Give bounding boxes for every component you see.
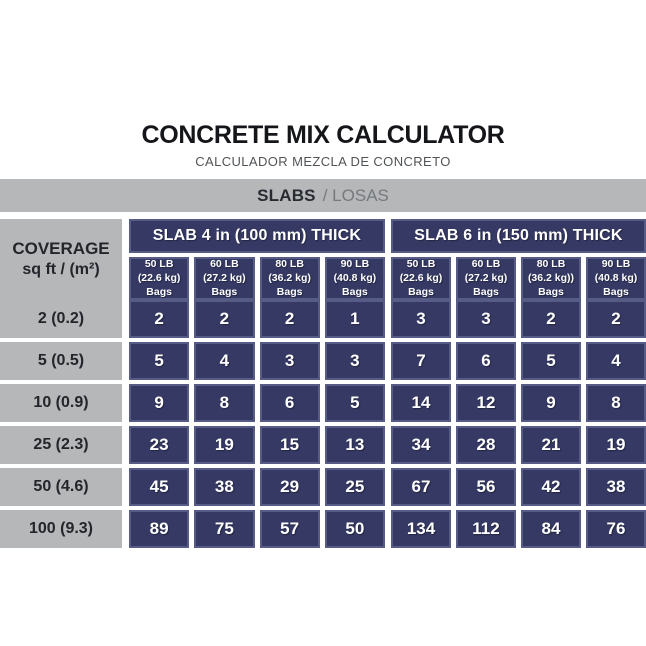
- bag-count-cell: 38: [194, 468, 255, 507]
- bag-count-cell: 75: [194, 510, 255, 549]
- bag-count-cell: 45: [129, 468, 190, 507]
- bag-count-cell: 5: [129, 342, 190, 381]
- bag-count-cell: 2: [129, 300, 190, 339]
- bag-count-cell: 3: [259, 342, 320, 381]
- bag-header-6in-80lb: 80 LB (36.2 kg)) Bags: [521, 257, 581, 301]
- bag-count-cell: 6: [259, 384, 320, 423]
- bag-count-cell: 56: [456, 468, 516, 507]
- bag-size-header-row: 50 LB (22.6 kg) Bags 60 LB (27.2 kg) Bag…: [129, 257, 646, 301]
- bag-count-cell: 14: [391, 384, 451, 423]
- coverage-cell: 5 (0.5): [0, 342, 122, 381]
- coverage-header-line1: COVERAGE: [12, 239, 110, 259]
- bag-header-4in-80lb: 80 LB (36.2 kg) Bags: [259, 257, 320, 301]
- bag-count-cell: 5: [324, 384, 385, 423]
- table-row: 25 (2.3) 23 19 15 13 34 28 21 19: [0, 426, 646, 465]
- coverage-column-header: COVERAGE sq ft / (m²): [0, 219, 122, 301]
- bag-count-cell: 12: [456, 384, 516, 423]
- bag-count-cell: 89: [129, 510, 190, 549]
- bag-count-cell: 38: [586, 468, 646, 507]
- bag-count-cell: 67: [391, 468, 451, 507]
- bag-count-cell: 4: [194, 342, 255, 381]
- bag-count-cell: 6: [456, 342, 516, 381]
- bag-count-cell: 42: [521, 468, 581, 507]
- table-header-right: SLAB 4 in (100 mm) THICK SLAB 6 in (150 …: [129, 219, 646, 301]
- group-header-slab-4in: SLAB 4 in (100 mm) THICK: [129, 219, 385, 254]
- table-row: 2 (0.2) 2 2 2 1 3 3 2 2: [0, 300, 646, 339]
- bag-count-cell: 9: [521, 384, 581, 423]
- bag-header-4in-90lb: 90 LB (40.8 kg) Bags: [324, 257, 385, 301]
- bag-header-6in-90lb: 90 LB (40.8 kg) Bags: [586, 257, 646, 301]
- table-row: 100 (9.3) 89 75 57 50 134 112 84 76: [0, 510, 646, 549]
- bag-count-cell: 84: [521, 510, 581, 549]
- bag-count-cell: 19: [586, 426, 646, 465]
- bag-count-cell: 23: [129, 426, 190, 465]
- bag-count-cell: 5: [521, 342, 581, 381]
- bag-count-cell: 112: [456, 510, 516, 549]
- page-subtitle: CALCULADOR MEZCLA DE CONCRETO: [195, 154, 451, 170]
- bag-count-cell: 2: [586, 300, 646, 339]
- coverage-cell: 50 (4.6): [0, 468, 122, 507]
- bag-count-cell: 134: [391, 510, 451, 549]
- bag-count-cell: 2: [259, 300, 320, 339]
- bag-count-cell: 2: [194, 300, 255, 339]
- table-header: COVERAGE sq ft / (m²) SLAB 4 in (100 mm)…: [0, 219, 646, 301]
- coverage-cell: 2 (0.2): [0, 300, 122, 339]
- bag-count-cell: 25: [324, 468, 385, 507]
- bag-count-cell: 21: [521, 426, 581, 465]
- bag-count-cell: 3: [391, 300, 451, 339]
- page-title: CONCRETE MIX CALCULATOR: [141, 121, 505, 149]
- bag-count-cell: 8: [586, 384, 646, 423]
- table-row: 50 (4.6) 45 38 29 25 67 56 42 38: [0, 468, 646, 507]
- coverage-cell: 100 (9.3): [0, 510, 122, 549]
- bag-header-6in-60lb: 60 LB (27.2 kg) Bags: [456, 257, 516, 301]
- bag-count-cell: 13: [324, 426, 385, 465]
- bag-count-cell: 3: [456, 300, 516, 339]
- bag-count-cell: 9: [129, 384, 190, 423]
- bag-count-cell: 3: [324, 342, 385, 381]
- table-row: 5 (0.5) 5 4 3 3 7 6 5 4: [0, 342, 646, 381]
- bag-count-cell: 19: [194, 426, 255, 465]
- section-banner: SLABS / LOSAS: [0, 179, 646, 213]
- bag-count-cell: 15: [259, 426, 320, 465]
- group-header-slab-6in: SLAB 6 in (150 mm) THICK: [391, 219, 646, 254]
- coverage-cell: 25 (2.3): [0, 426, 122, 465]
- bag-header-6in-50lb: 50 LB (22.6 kg) Bags: [391, 257, 451, 301]
- bag-count-cell: 4: [586, 342, 646, 381]
- table-row: 10 (0.9) 9 8 6 5 14 12 9 8: [0, 384, 646, 423]
- bag-count-cell: 2: [521, 300, 581, 339]
- banner-losas-label: / LOSAS: [322, 185, 389, 205]
- bag-count-cell: 57: [259, 510, 320, 549]
- bag-count-cell: 7: [391, 342, 451, 381]
- bag-count-cell: 8: [194, 384, 255, 423]
- bag-count-cell: 29: [259, 468, 320, 507]
- bag-header-4in-60lb: 60 LB (27.2 kg) Bags: [194, 257, 255, 301]
- coverage-cell: 10 (0.9): [0, 384, 122, 423]
- group-header-row: SLAB 4 in (100 mm) THICK SLAB 6 in (150 …: [129, 219, 646, 254]
- bag-count-cell: 34: [391, 426, 451, 465]
- bag-header-4in-50lb: 50 LB (22.6 kg) Bags: [129, 257, 190, 301]
- bag-count-cell: 28: [456, 426, 516, 465]
- bag-count-cell: 50: [324, 510, 385, 549]
- coverage-header-line2: sq ft / (m²): [22, 261, 100, 279]
- bag-count-cell: 76: [586, 510, 646, 549]
- mix-table: COVERAGE sq ft / (m²) SLAB 4 in (100 mm)…: [0, 219, 646, 549]
- banner-slabs-label: SLABS: [257, 185, 316, 205]
- bag-count-cell: 1: [324, 300, 385, 339]
